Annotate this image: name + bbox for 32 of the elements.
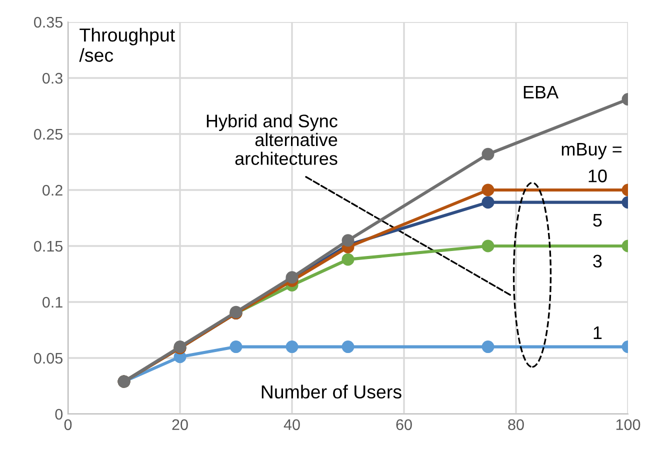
annotation: mBuy = (562, 143, 622, 160)
point (342, 234, 354, 247)
point (482, 148, 494, 160)
x-tick-label: 80 (508, 419, 524, 430)
point (482, 240, 494, 252)
y-tick-label: 0.15 (34, 240, 62, 252)
x-tick-label: 0 (64, 419, 72, 430)
annotation: Hybrid and Sync alternative architectures (206, 114, 338, 165)
x-tick-label: 60 (396, 419, 412, 430)
x-tick-label: 100 (616, 419, 640, 430)
y-tick-label: 0.1 (42, 296, 62, 308)
y-tick-label: 0.3 (42, 72, 62, 84)
point (230, 340, 242, 354)
series-label: 5 (593, 214, 602, 227)
y-axis-title: Throughput /sec (79, 28, 175, 62)
y-tick-label: 0.05 (34, 352, 62, 364)
series-label: EBA (524, 86, 559, 98)
series-label: 3 (593, 254, 602, 268)
series-label: 10 (588, 170, 607, 182)
point (482, 184, 494, 196)
x-axis-title: Number of Users (262, 384, 402, 399)
y-tick-label: 0.35 (34, 16, 62, 28)
point (342, 253, 354, 266)
point (482, 340, 494, 354)
point (342, 340, 354, 354)
point (286, 340, 298, 354)
x-tick-label: 40 (284, 419, 300, 430)
y-tick-label: 0.2 (42, 184, 62, 196)
series-label: 1 (594, 326, 602, 339)
y-tick-label: 0.25 (34, 128, 62, 140)
y-tick-label: 0 (55, 408, 63, 420)
x-tick-label: 20 (172, 419, 188, 430)
